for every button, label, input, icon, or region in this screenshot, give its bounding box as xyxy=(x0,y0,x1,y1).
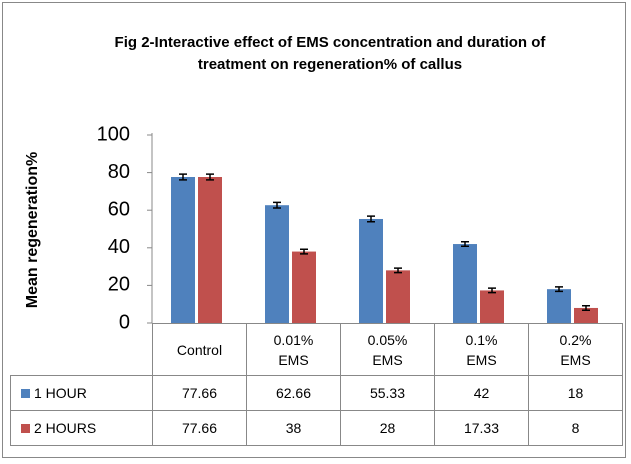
legend-item: 1 HOUR xyxy=(10,375,153,411)
error-bar xyxy=(367,215,375,223)
x-tick-label: Control xyxy=(152,323,247,376)
chart-title: Fig 2-Interactive effect of EMS concentr… xyxy=(114,34,546,73)
table-value: 8 xyxy=(528,410,623,446)
table-value: 77.66 xyxy=(152,410,247,446)
table-value-text: 28 xyxy=(379,420,396,436)
table-value: 77.66 xyxy=(152,375,247,411)
bar xyxy=(292,251,316,323)
y-tick-label: 40 xyxy=(108,236,130,258)
error-bar xyxy=(488,287,496,294)
table-value-text: 55.33 xyxy=(369,385,406,401)
bar xyxy=(265,205,289,323)
table-value-text: 18 xyxy=(567,385,584,401)
y-axis-label: Mean regeneration% xyxy=(24,152,41,308)
y-tick-label: 20 xyxy=(108,274,130,296)
x-tick-label: 0.05% EMS xyxy=(340,323,435,376)
legend-swatch xyxy=(21,388,30,398)
bar xyxy=(359,218,383,323)
bar xyxy=(480,290,504,323)
error-bar xyxy=(394,267,402,274)
y-tick-label: 0 xyxy=(119,311,130,333)
table-value: 55.33 xyxy=(340,375,435,411)
legend-label: 1 HOUR xyxy=(34,385,87,401)
bar xyxy=(574,307,598,323)
legend-item: 2 HOURS xyxy=(10,410,153,446)
table-value: 17.33 xyxy=(434,410,529,446)
error-bar xyxy=(179,173,187,181)
table-value-text: 77.66 xyxy=(181,420,218,436)
table-value: 38 xyxy=(246,410,341,446)
error-bar xyxy=(555,286,563,293)
table-value: 28 xyxy=(340,410,435,446)
x-tick-label-text: 0.01% EMS xyxy=(273,331,314,368)
table-value-text: 42 xyxy=(473,385,490,401)
chart-border xyxy=(2,2,626,458)
bar xyxy=(386,270,410,323)
table-value: 42 xyxy=(434,375,529,411)
y-tick-label: 80 xyxy=(108,161,130,183)
x-tick-label-text: 0.2% EMS xyxy=(559,331,592,368)
error-bar xyxy=(273,201,281,209)
bar xyxy=(171,176,195,323)
bar xyxy=(547,289,571,323)
legend-label: 2 HOURS xyxy=(34,420,97,436)
table-value-text: 38 xyxy=(285,420,302,436)
y-tick-label: 100 xyxy=(97,123,130,145)
table-value-text: 17.33 xyxy=(463,420,500,436)
error-bar xyxy=(300,248,308,255)
table-value: 62.66 xyxy=(246,375,341,411)
table-value: 18 xyxy=(528,375,623,411)
table-value-text: 8 xyxy=(571,420,580,436)
x-tick-label-text: Control xyxy=(176,341,223,358)
x-tick-label-text: 0.1% EMS xyxy=(465,331,498,368)
error-bar xyxy=(206,173,214,181)
x-tick-label: 0.01% EMS xyxy=(246,323,341,376)
table-value-text: 62.66 xyxy=(275,385,312,401)
table-value-text: 77.66 xyxy=(181,385,218,401)
x-tick-label: 0.2% EMS xyxy=(528,323,623,376)
bar xyxy=(198,176,222,323)
x-tick-label: 0.1% EMS xyxy=(434,323,529,376)
bar xyxy=(453,244,477,323)
y-tick-label: 60 xyxy=(108,198,130,220)
error-bar xyxy=(461,241,469,248)
x-tick-label-text: 0.05% EMS xyxy=(367,331,408,368)
error-bar xyxy=(582,304,590,311)
legend-swatch xyxy=(21,423,30,433)
